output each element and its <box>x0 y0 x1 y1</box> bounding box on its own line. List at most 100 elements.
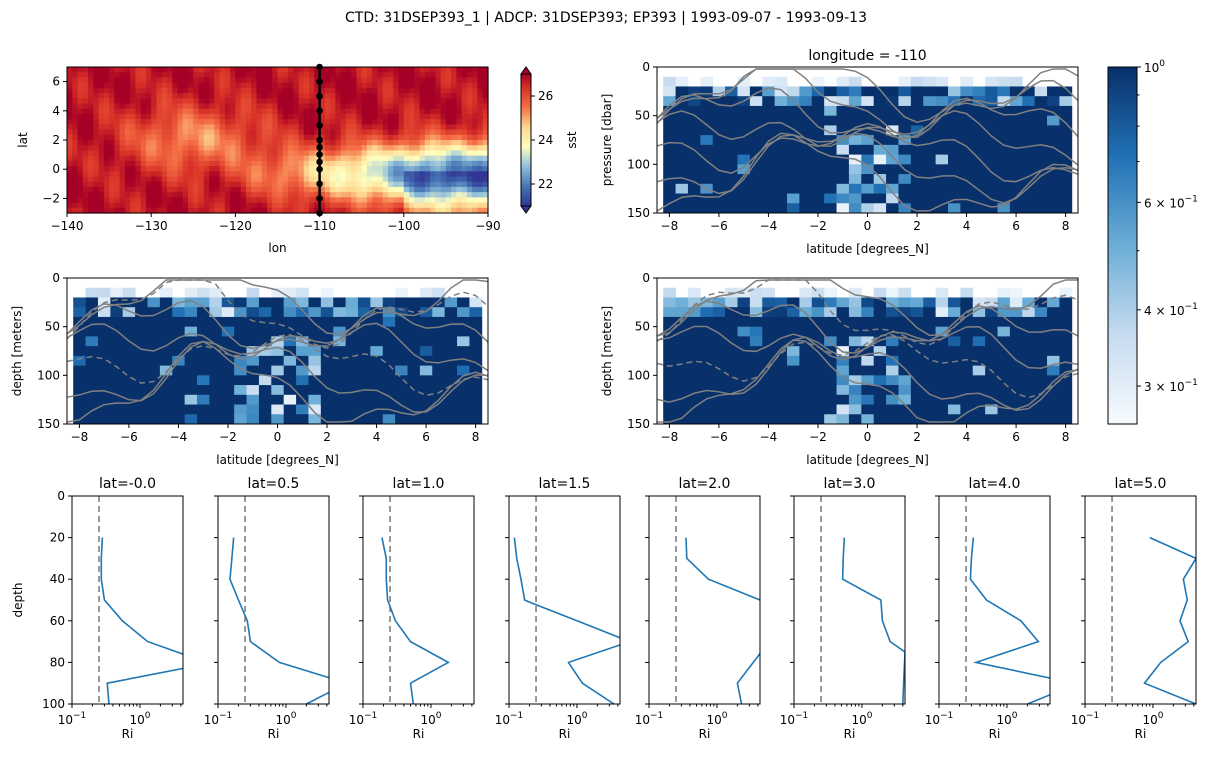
ri_depth_left-cell <box>419 307 433 318</box>
sst-cell <box>414 87 421 94</box>
sst-cell <box>361 119 368 125</box>
ri_depth_right-cell <box>762 336 776 347</box>
ri_depth_left-cell <box>246 346 260 357</box>
sst-cell <box>461 150 468 157</box>
ri_depth_right-cell <box>997 385 1011 396</box>
ri_depth_right-cell <box>873 326 887 337</box>
sst-cell <box>256 140 263 146</box>
ri_depth_right-cell <box>1034 346 1048 357</box>
sst-cell <box>166 124 173 131</box>
sst-cell <box>435 108 442 115</box>
sst-cell <box>303 186 310 193</box>
sst-cell <box>261 202 268 209</box>
sst-cell <box>140 176 147 183</box>
sst-cell <box>135 119 142 125</box>
sst-cell <box>393 103 400 110</box>
ri_depth_right-cell <box>923 297 937 308</box>
sst-cell <box>282 98 289 105</box>
sst-cell <box>388 155 394 162</box>
ri_depth_right-cell <box>700 346 714 357</box>
sst-cell <box>361 140 368 146</box>
sst-cell <box>145 207 152 214</box>
sst-cell <box>445 67 452 73</box>
ri_depth_left-cell <box>357 316 371 328</box>
sst-cell <box>103 197 110 204</box>
sst-cell <box>177 67 184 73</box>
ri_pressure-cell <box>774 154 788 165</box>
sst-cell <box>445 113 452 120</box>
sst-cell <box>324 134 331 141</box>
sst-cell <box>119 93 126 99</box>
ri_depth_left-cell <box>209 375 223 386</box>
sst-cell <box>67 93 73 99</box>
sst-cell <box>261 171 268 178</box>
sst-cell <box>377 150 384 157</box>
sst-cell <box>256 202 263 209</box>
ri_pressure-cell <box>886 183 899 194</box>
ri_depth_left-cell <box>184 365 198 376</box>
sst-cell <box>261 155 268 162</box>
sst-cell <box>161 160 168 167</box>
sst-cell <box>119 134 126 141</box>
ri_depth_left-cell <box>110 316 124 328</box>
sst-cell <box>209 145 215 152</box>
sst-cell <box>72 82 79 89</box>
sst-cell <box>303 176 310 183</box>
sst-cell <box>130 119 137 125</box>
sst-cell <box>124 77 131 84</box>
ri_pressure-cell <box>1022 183 1036 194</box>
sst-cell <box>67 171 73 178</box>
sst-cell <box>240 181 247 188</box>
sst-cell <box>372 124 379 131</box>
sst-cell <box>282 145 289 152</box>
sst-cell <box>298 93 305 99</box>
sst-cell <box>282 202 289 209</box>
sst-cell <box>251 93 258 99</box>
ri_pressure-cell <box>947 125 961 136</box>
ri_depth_left-cell <box>246 365 260 376</box>
sst-cell <box>372 93 379 99</box>
ri_depth_left-cell <box>395 375 408 386</box>
sst-cell <box>177 207 184 214</box>
sst-cell <box>319 129 326 136</box>
sst-cell <box>330 140 336 146</box>
ri_depth_right-xtick-label: −6 <box>710 430 728 444</box>
ri_depth_right-xlabel: latitude [degrees_N] <box>806 453 929 467</box>
sst-cell <box>335 197 342 204</box>
ri_pressure-cell <box>910 105 924 117</box>
ri_depth_right-cell <box>811 365 825 376</box>
sst-cell <box>172 108 179 115</box>
ri_pressure-cell <box>997 164 1011 175</box>
sst-cell <box>77 166 84 172</box>
sst-cell <box>477 108 484 115</box>
sst-cell <box>466 150 473 157</box>
ri_pressure-cell <box>1009 154 1023 165</box>
sst-cell <box>114 87 121 94</box>
ri_depth_left-cell <box>432 355 446 366</box>
ri-profile-xtick-label: 10−1 <box>349 711 378 727</box>
sst-cell <box>472 82 479 89</box>
ri_pressure-cell <box>836 164 850 175</box>
ri_pressure-xtick-label: −4 <box>760 219 778 233</box>
sst-cell <box>124 166 131 172</box>
sst-cell <box>251 77 258 84</box>
ri_depth_right-cell <box>725 336 738 347</box>
ri_depth_left-cell <box>209 316 223 328</box>
ri_pressure-cell <box>972 115 986 126</box>
sst-cell <box>298 145 305 152</box>
sst-cell <box>135 192 142 198</box>
sst-cell <box>409 77 415 84</box>
ri_depth_left-cell <box>333 365 347 376</box>
sst-cell <box>72 176 79 183</box>
ri_depth_left-cell <box>209 414 223 425</box>
ri_depth_right-cell <box>886 375 899 386</box>
sst-cell <box>166 166 173 172</box>
ri_depth_left-cell <box>209 336 223 347</box>
ri_depth_right-cell <box>687 307 701 318</box>
sst-cell <box>277 93 284 99</box>
ri_depth_right-cell <box>836 385 850 396</box>
sst-cell <box>356 140 363 146</box>
sst-cell <box>456 134 463 141</box>
